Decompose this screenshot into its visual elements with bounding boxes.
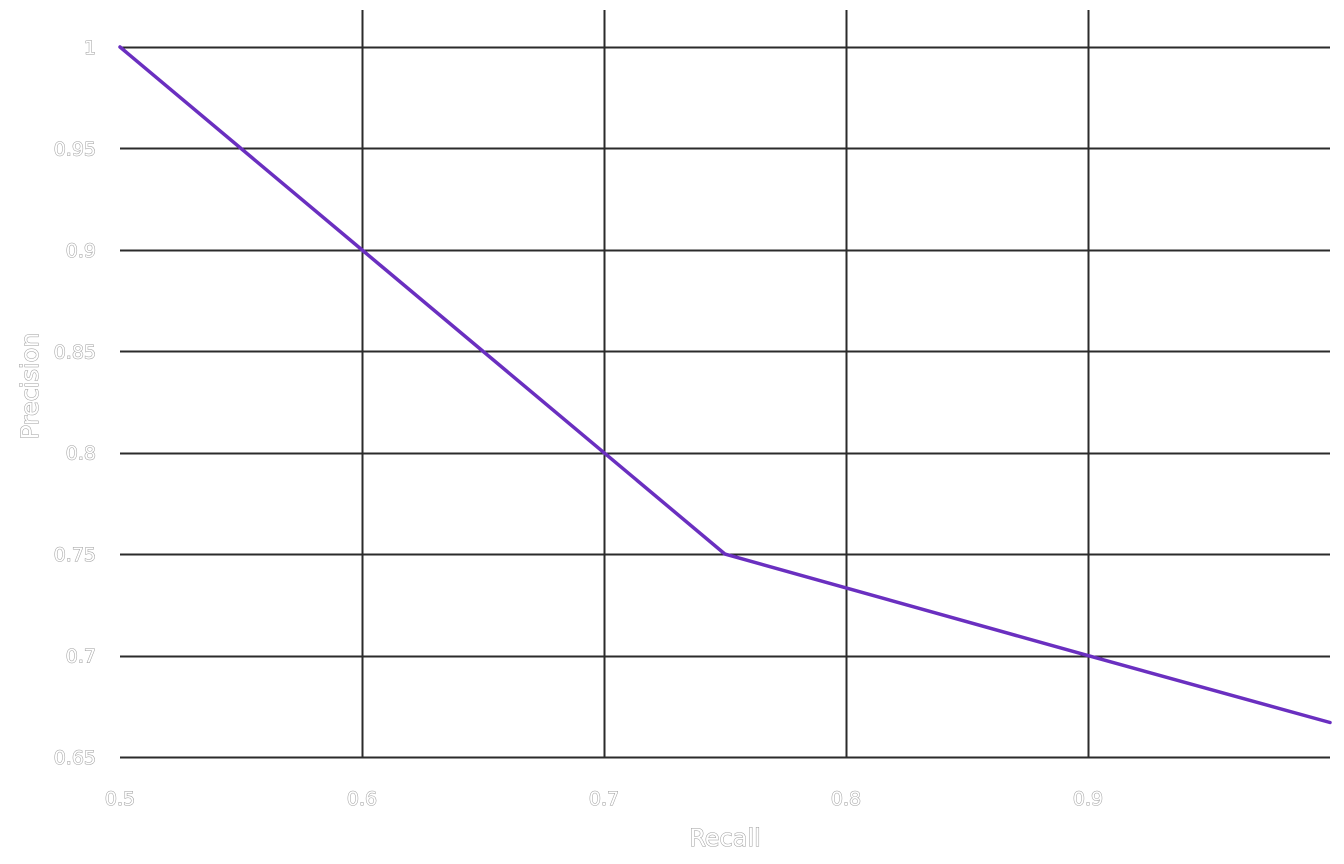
y-tick-label: 1 [84, 37, 96, 59]
data-point [1086, 654, 1090, 658]
series-layer [118, 45, 1332, 725]
data-point [360, 248, 364, 252]
data-point [1328, 721, 1332, 725]
y-tick-label: 0.7 [66, 646, 96, 668]
data-point [602, 451, 606, 455]
x-axis-title: Recall [689, 824, 761, 852]
y-tick-label: 0.95 [54, 138, 96, 160]
x-tick-label: 0.8 [831, 788, 861, 810]
y-axis-ticks: 0.65 0.7 0.75 0.8 0.85 0.9 0.95 1 [53, 37, 96, 770]
x-tick-label: 0.7 [589, 788, 619, 810]
y-tick-label: 0.9 [66, 240, 96, 262]
x-axis-ticks: 0.5 0.6 0.7 0.8 0.9 [104, 788, 1103, 811]
y-tick-label: 0.8 [66, 443, 96, 465]
y-tick-label: 0.65 [54, 747, 96, 769]
y-axis-title: Precision [16, 332, 44, 439]
x-tick-label: 0.9 [1073, 788, 1103, 810]
grid [120, 10, 1330, 759]
data-point [723, 552, 727, 556]
x-tick-label: 0.5 [105, 788, 135, 810]
y-tick-label: 0.85 [54, 341, 96, 363]
data-point [118, 45, 122, 49]
x-tick-label: 0.6 [347, 788, 377, 810]
series-line [118, 45, 1332, 725]
y-tick-label: 0.75 [54, 544, 96, 566]
